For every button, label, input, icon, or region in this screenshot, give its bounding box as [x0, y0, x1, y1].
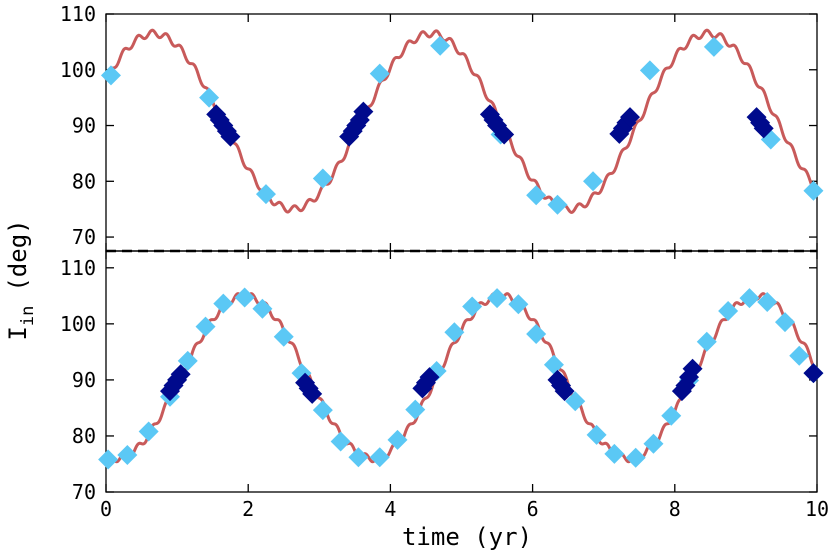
bottom-light-point [661, 405, 682, 426]
bottom-panel: 70 80 90 100 110 0 2 4 6 8 10 [60, 250, 829, 521]
bottom-light-point [789, 345, 810, 366]
top-light-point [100, 65, 121, 86]
top-panel: 70 80 90 100 110 [60, 2, 824, 252]
bottom-ytick-label: 90 [72, 368, 96, 392]
bottom-xtick-label: 8 [669, 497, 681, 521]
bottom-dark-point [170, 364, 191, 385]
top-dark-point [494, 124, 515, 145]
top-light-point [312, 168, 333, 189]
bottom-xtick-label: 2 [242, 497, 254, 521]
bottom-light-point [387, 429, 408, 450]
top-ytick-label: 80 [72, 169, 96, 193]
y-axis-label-unit: (deg) [4, 219, 32, 291]
bottom-xtick-label: 10 [805, 497, 829, 521]
bottom-light-point [586, 424, 607, 445]
top-light-point [369, 63, 390, 84]
x-axis-label: time (yr) [402, 523, 532, 551]
top-light-point [583, 171, 604, 192]
bottom-ytick-label: 110 [60, 256, 96, 280]
bottom-light-point [444, 322, 465, 343]
bottom-light-point [138, 421, 159, 442]
bottom-light-point [526, 323, 547, 344]
bottom-light-point [757, 292, 778, 313]
bottom-light-point [565, 391, 586, 412]
bottom-light-point [330, 431, 351, 452]
bottom-ytick-label: 80 [72, 424, 96, 448]
bottom-light-point [348, 447, 369, 468]
bottom-xtick-label: 4 [384, 497, 396, 521]
top-light-point [547, 194, 568, 215]
y-axis-label: Iin (deg) [4, 219, 38, 340]
top-ytick-label: 90 [72, 114, 96, 138]
bottom-dark-point [803, 363, 824, 384]
top-light-point [703, 36, 724, 57]
top-light-point [803, 180, 824, 201]
bottom-light-point [234, 287, 255, 308]
bottom-axes-frame [105, 250, 818, 493]
bottom-light-point [117, 445, 138, 466]
bottom-light-point [312, 400, 333, 421]
bottom-light-point [487, 288, 508, 309]
top-light-point [255, 184, 276, 205]
top-light-point [526, 185, 547, 206]
y-axis-label-subscript: in [18, 306, 38, 326]
bottom-dark-point [419, 367, 440, 388]
bottom-light-point [213, 293, 234, 314]
bottom-xtick-label: 0 [100, 497, 112, 521]
bottom-light-point [718, 300, 739, 321]
bottom-ytick-label: 70 [72, 480, 96, 504]
bottom-light-point [739, 288, 760, 309]
top-ytick-label: 110 [60, 2, 96, 26]
bottom-light-point [195, 316, 216, 337]
svg-text:Iin(deg): Iin (deg) [4, 219, 38, 340]
top-ytick-label: 100 [60, 58, 96, 82]
bottom-dark-point [302, 383, 323, 404]
top-light-point [199, 87, 220, 108]
bottom-light-point [369, 447, 390, 468]
top-dark-point [753, 118, 774, 139]
bottom-light-point [462, 296, 483, 317]
bottom-ytick-label: 100 [60, 312, 96, 336]
top-light-point [430, 35, 451, 56]
bottom-dark-point [554, 381, 575, 402]
top-ytick-label: 70 [72, 225, 96, 249]
bottom-light-point [273, 326, 294, 347]
top-dark-point [620, 107, 641, 128]
bottom-light-point [543, 354, 564, 375]
bottom-light-point [405, 399, 426, 420]
bottom-light-point [643, 433, 664, 454]
bottom-light-point [98, 449, 119, 470]
bottom-dark-point [682, 358, 703, 379]
top-dark-point [487, 115, 508, 136]
bottom-xtick-label: 6 [527, 497, 539, 521]
bottom-light-point [696, 331, 717, 352]
bottom-light-point [252, 298, 273, 319]
bottom-light-point [775, 312, 796, 333]
bottom-light-point [625, 447, 646, 468]
top-dark-point [353, 101, 374, 122]
bottom-light-point [177, 350, 198, 371]
bottom-light-point [508, 294, 529, 315]
top-light-point [639, 60, 660, 81]
bottom-light-point [604, 443, 625, 464]
top-dark-point [220, 126, 241, 147]
y-axis-label-symbol: I [4, 326, 32, 340]
bottom-model-curve [104, 292, 818, 464]
